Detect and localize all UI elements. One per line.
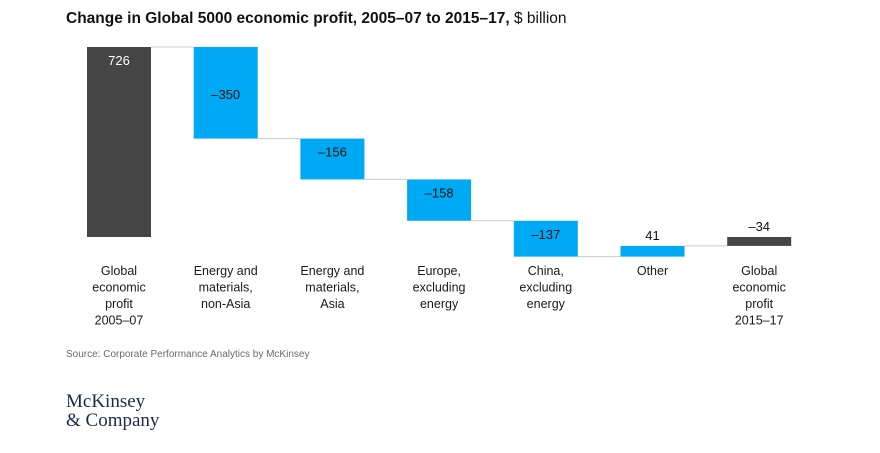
bar-4 xyxy=(513,220,578,257)
mckinsey-logo: McKinsey & Company xyxy=(66,392,159,430)
value-label-2: –156 xyxy=(318,145,347,160)
value-label-0: 726 xyxy=(108,53,130,68)
bar-3 xyxy=(407,179,472,221)
value-label-6: –34 xyxy=(748,219,770,234)
category-label-2: materials, xyxy=(305,281,359,295)
bar-5 xyxy=(620,245,685,257)
category-label-0: economic xyxy=(92,281,146,295)
bar-6 xyxy=(727,237,792,246)
value-label-5: 41 xyxy=(645,228,659,243)
category-label-4: excluding xyxy=(519,281,572,295)
chart-title-unit: $ billion xyxy=(509,10,567,27)
category-label-1: non-Asia xyxy=(201,297,250,311)
source-note: Source: Corporate Performance Analytics … xyxy=(66,349,310,360)
bar-1 xyxy=(193,47,258,139)
logo-line-1: McKinsey xyxy=(66,391,146,412)
category-label-0: profit xyxy=(105,297,133,311)
category-label-3: excluding xyxy=(413,281,466,295)
chart-title: Change in Global 5000 economic profit, 2… xyxy=(66,10,567,28)
category-label-6: 2015–17 xyxy=(735,314,784,328)
category-label-6: profit xyxy=(745,297,773,311)
bar-2 xyxy=(300,138,365,180)
chart-title-main: Change in Global 5000 economic profit, 2… xyxy=(66,10,510,27)
category-label-3: Europe, xyxy=(417,264,461,278)
category-label-4: China, xyxy=(528,264,564,278)
category-label-0: Global xyxy=(101,264,137,278)
category-label-5: Other xyxy=(637,264,668,278)
value-label-1: –350 xyxy=(211,87,240,102)
category-label-4: energy xyxy=(527,297,566,311)
category-label-6: Global xyxy=(741,264,777,278)
category-label-1: materials, xyxy=(199,281,253,295)
category-label-0: 2005–07 xyxy=(95,314,144,328)
bar-0 xyxy=(87,47,151,237)
category-label-1: Energy and xyxy=(194,264,258,278)
category-label-2: Energy and xyxy=(300,264,364,278)
value-label-3: –158 xyxy=(425,185,454,200)
category-label-2: Asia xyxy=(320,297,344,311)
value-label-4: –137 xyxy=(531,227,560,242)
waterfall-chart: 726 Global economic profit 2005–07 –350 Energy… xyxy=(87,46,792,328)
logo-line-2: & Company xyxy=(66,410,160,431)
category-label-6: economic xyxy=(732,281,786,295)
category-label-3: energy xyxy=(420,297,459,311)
